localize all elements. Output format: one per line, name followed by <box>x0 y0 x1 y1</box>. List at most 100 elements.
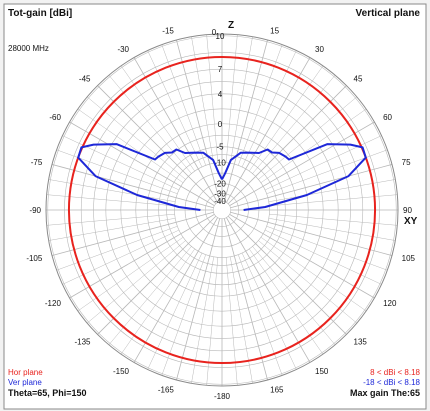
ring-gridline <box>184 172 260 248</box>
ring-gridline <box>47 35 397 385</box>
ring-gridline <box>204 192 240 228</box>
angle-gridline <box>249 65 324 172</box>
angle-tick-labels: 0 15 30 45 60 75 90 105 120 135 150 165 -180 -165 -150… <box>26 26 415 401</box>
angle-gridline <box>260 108 367 183</box>
ring-gridline <box>158 146 286 274</box>
r-tick-label: 10 <box>216 32 225 41</box>
ring-gridline <box>120 108 324 312</box>
ring-gridline <box>166 154 278 266</box>
angle-tick-label: 15 <box>270 26 279 35</box>
angle-tick-label: -150 <box>113 367 130 376</box>
angle-tick-label: 75 <box>402 158 411 167</box>
r-tick-label: -10 <box>214 158 226 167</box>
angle-gridline <box>120 65 195 172</box>
angle-tick-label: 90 <box>403 206 412 215</box>
angle-gridline <box>230 36 253 164</box>
legend-hor-plane: Hor plane <box>8 368 43 377</box>
angle-tick-label: -120 <box>45 299 62 308</box>
series-ver-plane-left-lobe <box>77 143 223 211</box>
angle-tick-label: -180 <box>214 392 231 401</box>
angle-gridline <box>176 39 221 202</box>
angle-tick-label: -30 <box>117 45 129 54</box>
cursor-readout: Theta=65, Phi=150 <box>8 388 87 398</box>
angle-gridline <box>56 149 178 194</box>
angle-gridline <box>51 164 214 209</box>
angle-gridline <box>266 149 388 194</box>
angle-tick-label: 135 <box>354 338 368 347</box>
angle-tick-label: -165 <box>158 386 175 395</box>
angle-gridline <box>69 121 215 206</box>
angle-tick-label: 165 <box>270 386 284 395</box>
series-ver-plane-right-lobe <box>221 143 367 211</box>
angle-gridline <box>176 218 221 381</box>
angle-gridline <box>226 217 311 363</box>
plot-area <box>3 3 427 410</box>
angle-gridline <box>87 96 186 180</box>
angle-gridline <box>249 248 324 355</box>
angle-tick-label: 30 <box>315 45 324 54</box>
angle-gridline <box>229 214 375 299</box>
angle-gridline <box>223 218 268 381</box>
r-tick-label: -30 <box>214 189 226 198</box>
angle-gridline <box>268 179 396 202</box>
angle-tick-label: 150 <box>315 367 329 376</box>
radial-tick-labels: 10 7 4 0 -5 -10 -20-30-40 <box>214 32 226 206</box>
angle-gridline <box>266 226 388 271</box>
angle-tick-label: -45 <box>79 74 91 83</box>
ring-gridline <box>174 162 270 258</box>
angle-gridline <box>238 254 283 376</box>
z-axis-label: Z <box>228 20 234 31</box>
angle-gridline <box>230 164 393 209</box>
ring-gridline <box>93 81 351 339</box>
angle-tick-label: 105 <box>402 254 416 263</box>
angle-gridline <box>133 217 218 363</box>
angle-gridline <box>133 57 218 203</box>
angle-gridline <box>161 254 206 376</box>
angle-gridline <box>46 213 175 226</box>
angle-gridline <box>230 211 393 256</box>
angle-gridline <box>225 34 238 163</box>
angle-gridline <box>258 240 357 324</box>
ver-range-label: -18 < dBi < 8.18 <box>363 378 420 387</box>
legend-ver-plane: Ver plane <box>8 378 42 387</box>
angle-tick-label: 45 <box>354 74 363 83</box>
angle-gridline <box>77 237 184 312</box>
angle-gridline <box>161 44 206 166</box>
angle-gridline <box>241 50 297 168</box>
angle-gridline <box>226 57 311 203</box>
r-tick-label: 4 <box>218 90 223 99</box>
angle-gridline <box>269 213 398 226</box>
angle-gridline <box>230 256 253 384</box>
xy-axis-label: XY <box>404 216 418 227</box>
plane-title: Vertical plane <box>356 8 421 19</box>
angle-tick-label: -105 <box>26 254 43 263</box>
angle-gridline <box>268 218 396 241</box>
angle-gridline <box>252 75 336 174</box>
angle-gridline <box>147 252 203 370</box>
series-layer <box>67 55 377 365</box>
r-tick-label: -40 <box>214 197 226 206</box>
angle-gridline <box>206 257 219 386</box>
angle-gridline <box>48 179 176 202</box>
series-hor-plane <box>67 55 377 365</box>
angle-tick-label: 60 <box>383 113 392 122</box>
angle-gridline <box>56 226 178 271</box>
angle-tick-label: 120 <box>383 299 397 308</box>
r-tick-label: -20 <box>214 180 226 189</box>
angle-gridline <box>269 194 398 207</box>
angle-tick-label: -15 <box>162 26 174 35</box>
angle-gridline <box>120 248 195 355</box>
angle-gridline <box>260 237 367 312</box>
r-tick-label: 0 <box>218 120 223 129</box>
angle-gridline <box>241 252 297 370</box>
angle-gridline <box>191 36 214 164</box>
ring-gridline <box>135 123 309 297</box>
gain-type-label: Tot-gain [dBi] <box>8 8 72 19</box>
ring-grid <box>45 33 399 387</box>
ring-gridline <box>146 134 298 286</box>
angle-gridline <box>264 135 382 191</box>
r-tick-label: -5 <box>216 143 224 152</box>
angle-gridline <box>225 257 238 386</box>
